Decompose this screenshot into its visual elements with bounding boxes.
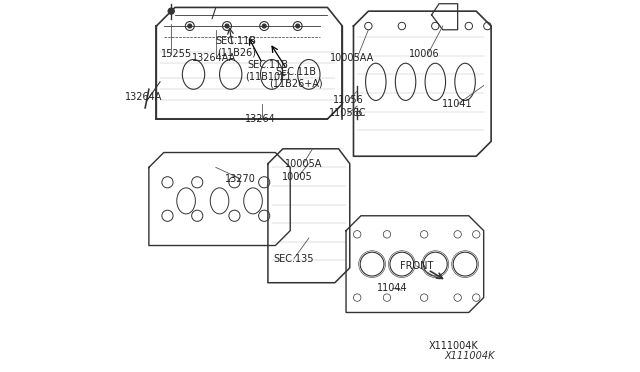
- Circle shape: [296, 24, 300, 28]
- Text: 13270: 13270: [225, 174, 255, 183]
- Text: 13264A: 13264A: [125, 92, 162, 102]
- Text: 10005A: 10005A: [285, 159, 322, 169]
- Text: SEC.11B
(11B26): SEC.11B (11B26): [216, 36, 257, 57]
- Text: 11044: 11044: [377, 283, 408, 293]
- Text: 10005AA: 10005AA: [330, 53, 374, 62]
- Text: 10005: 10005: [282, 172, 313, 182]
- Text: 15255: 15255: [161, 49, 193, 59]
- Text: 11056: 11056: [333, 96, 364, 105]
- Circle shape: [262, 24, 266, 28]
- Text: 13264AA: 13264AA: [192, 53, 236, 62]
- Text: 11041: 11041: [442, 99, 473, 109]
- Text: X111004K: X111004K: [444, 351, 495, 361]
- Text: SEC.11B
(11B26+A): SEC.11B (11B26+A): [269, 67, 323, 89]
- Text: 11056C: 11056C: [329, 109, 367, 118]
- Text: 10006: 10006: [409, 49, 440, 59]
- Circle shape: [225, 24, 229, 28]
- Circle shape: [168, 8, 174, 14]
- Text: SEC.11B
(11B10E): SEC.11B (11B10E): [245, 60, 291, 81]
- Text: SEC.135: SEC.135: [274, 254, 314, 263]
- Text: 13264: 13264: [245, 114, 276, 124]
- Text: FRONT: FRONT: [400, 261, 433, 271]
- Circle shape: [188, 24, 191, 28]
- Text: X111004K: X111004K: [429, 341, 479, 351]
